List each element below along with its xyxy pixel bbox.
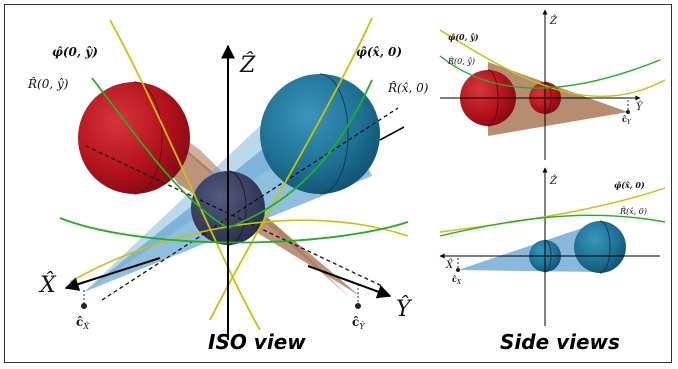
bottom-c-sub: X bbox=[456, 279, 462, 286]
iso-c-y-base: ĉ bbox=[352, 315, 359, 329]
iso-c-x-base: ĉ bbox=[76, 315, 83, 329]
red-sphere bbox=[78, 82, 190, 194]
iso-c-y-label: ĉŶ bbox=[352, 315, 365, 331]
top-c-point bbox=[626, 110, 630, 114]
iso-r-x0-label: R̂(x̂, 0) bbox=[387, 80, 429, 95]
y-axis bbox=[307, 265, 392, 299]
top-c-base: ĉ bbox=[622, 114, 627, 124]
bottom-blue-meridian bbox=[599, 220, 611, 274]
top-r-curve bbox=[439, 55, 661, 89]
r-x0-curve bbox=[227, 79, 373, 229]
iso-phi-0y-label: φ̂(0, ŷ) bbox=[52, 45, 98, 59]
bottom-c-label: ĉX bbox=[452, 274, 462, 286]
r-0y-curve bbox=[91, 77, 229, 229]
top-axis-z-label: Ẑ bbox=[549, 15, 558, 27]
bottom-c-base: ĉ bbox=[452, 274, 457, 284]
iso-phi-x0-label: φ̂(x̂, 0) bbox=[356, 45, 402, 59]
iso-axis-x-label: X̂ bbox=[38, 272, 57, 298]
c-x-point bbox=[81, 303, 87, 309]
side-view-bottom: Ẑ X̂ φ̂(x̂, 0) R̂(x̂, 0) ĉX bbox=[439, 167, 666, 326]
bottom-blue-sphere bbox=[574, 221, 626, 273]
iso-caption: ISO view bbox=[208, 330, 306, 354]
top-phi-curve bbox=[439, 29, 666, 98]
bottom-phi-label: φ̂(x̂, 0) bbox=[614, 180, 645, 190]
iso-view: Ẑ X̂ Ŷ φ̂(0, ŷ) φ̂(x̂, 0) R̂(0, ŷ) R̂(x̂… bbox=[27, 17, 429, 354]
center-sphere-meridian bbox=[227, 170, 247, 246]
top-r-label: R̂(0, ŷ) bbox=[447, 57, 475, 66]
x-axis bbox=[64, 257, 161, 291]
side-view-top: Ẑ Ŷ φ̂(0, ŷ) R̂(0, ŷ) ĉY bbox=[439, 9, 666, 160]
c-y-point bbox=[355, 303, 361, 309]
bottom-axis-x-label: X̂ bbox=[445, 259, 454, 271]
r-lower-curve bbox=[59, 217, 409, 244]
iso-c-y-sub: Ŷ bbox=[359, 322, 365, 331]
iso-c-x-label: ĉX̂ bbox=[76, 315, 89, 331]
iso-c-x-sub: X̂ bbox=[82, 322, 89, 331]
bottom-c-point bbox=[456, 268, 460, 272]
side-caption: Side views bbox=[500, 330, 620, 354]
top-phi-label: φ̂(0, ŷ) bbox=[448, 32, 479, 42]
bottom-r-curve bbox=[439, 214, 666, 237]
blue-sphere bbox=[260, 74, 380, 194]
y-axis-dashed bbox=[85, 145, 383, 287]
top-axis-y-label: Ŷ bbox=[636, 101, 644, 113]
bottom-cone bbox=[458, 222, 600, 272]
iso-axis-y-label: Ŷ bbox=[396, 295, 413, 322]
bottom-r-label: R̂(x̂, 0) bbox=[619, 207, 647, 216]
x-axis-upper bbox=[379, 126, 405, 141]
iso-r-0y-label: R̂(0, ŷ) bbox=[27, 76, 69, 91]
top-c-label: ĉY bbox=[622, 114, 632, 126]
blue-sphere-meridian bbox=[319, 73, 349, 195]
iso-axis-z-label: Ẑ bbox=[239, 51, 256, 78]
bottom-axis-z-label: Ẑ bbox=[549, 175, 558, 187]
top-c-sub: Y bbox=[627, 119, 632, 126]
red-sphere-meridian bbox=[133, 81, 163, 195]
x-axis-dashed bbox=[101, 107, 399, 301]
phi-0y-curve bbox=[109, 19, 261, 331]
bottom-phi-curve bbox=[439, 187, 666, 233]
